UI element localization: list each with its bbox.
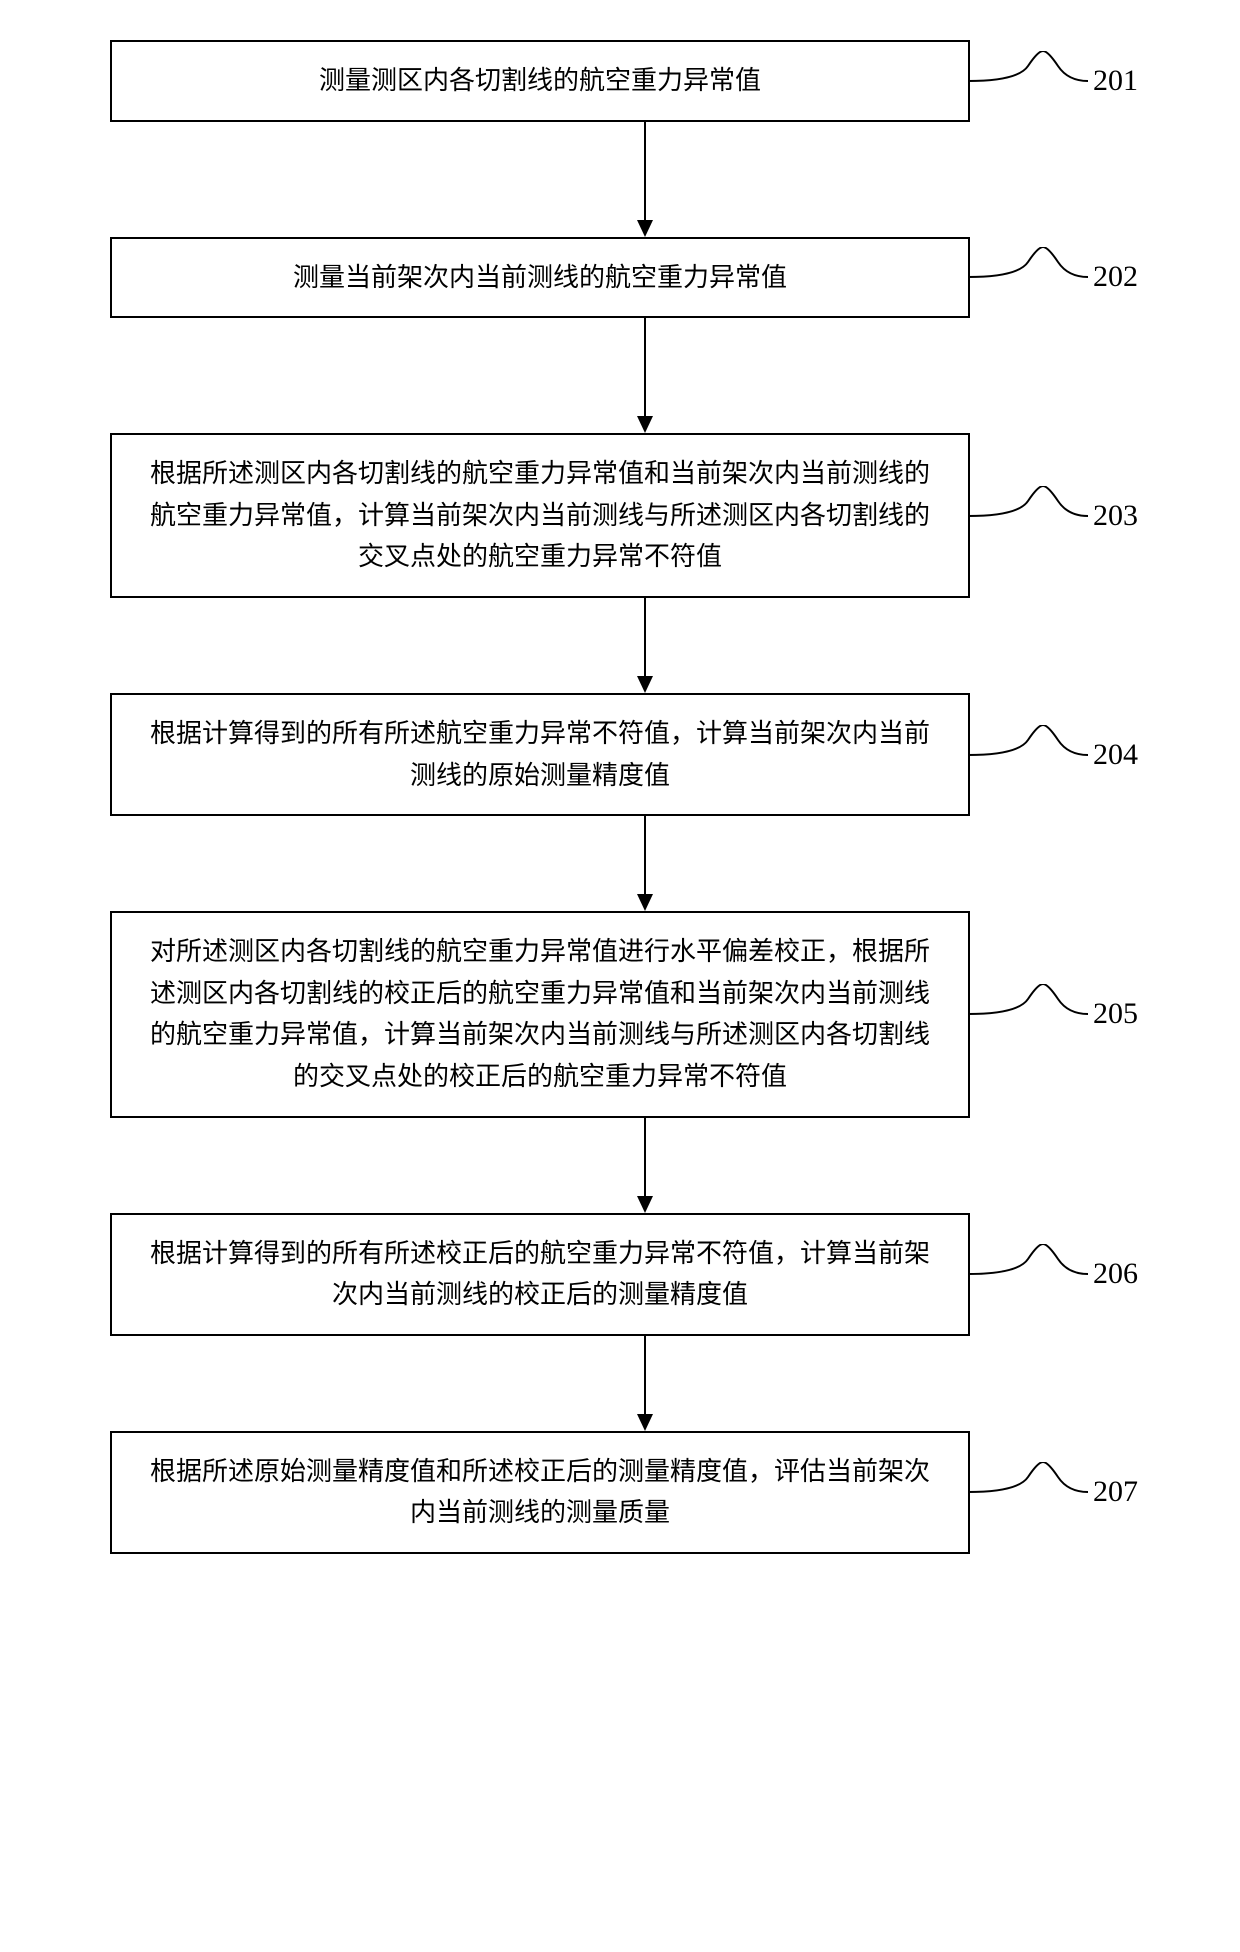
callout-206: 206 xyxy=(968,1244,1138,1304)
flowchart-container: 测量测区内各切割线的航空重力异常值 201 测量当前架次内当前测线的航空重力异常… xyxy=(60,40,1180,1554)
step-text: 根据计算得到的所有所述校正后的航空重力异常不符值，计算当前架次内当前测线的校正后… xyxy=(142,1233,938,1316)
arrow-205-206 xyxy=(215,1118,1075,1213)
callout-curve-icon xyxy=(968,984,1088,1044)
step-label: 202 xyxy=(1093,260,1138,294)
step-label: 207 xyxy=(1093,1475,1138,1509)
callout-204: 204 xyxy=(968,725,1138,785)
step-label: 203 xyxy=(1093,499,1138,533)
step-row-201: 测量测区内各切割线的航空重力异常值 201 xyxy=(60,40,1180,122)
callout-203: 203 xyxy=(968,486,1138,546)
callout-202: 202 xyxy=(968,247,1138,307)
step-box-206: 根据计算得到的所有所述校正后的航空重力异常不符值，计算当前架次内当前测线的校正后… xyxy=(110,1213,970,1336)
step-text: 测量当前架次内当前测线的航空重力异常值 xyxy=(293,257,787,299)
callout-curve-icon xyxy=(968,247,1088,307)
callout-205: 205 xyxy=(968,984,1138,1044)
arrow-down-icon xyxy=(630,1118,660,1213)
arrow-down-icon xyxy=(630,598,660,693)
arrow-204-205 xyxy=(215,816,1075,911)
step-text: 根据所述原始测量精度值和所述校正后的测量精度值，评估当前架次内当前测线的测量质量 xyxy=(142,1451,938,1534)
step-row-205: 对所述测区内各切割线的航空重力异常值进行水平偏差校正，根据所述测区内各切割线的校… xyxy=(60,911,1180,1117)
step-label: 201 xyxy=(1093,64,1138,98)
arrow-down-icon xyxy=(630,816,660,911)
callout-curve-icon xyxy=(968,1462,1088,1522)
step-box-207: 根据所述原始测量精度值和所述校正后的测量精度值，评估当前架次内当前测线的测量质量 xyxy=(110,1431,970,1554)
arrow-down-icon xyxy=(630,122,660,237)
callout-207: 207 xyxy=(968,1462,1138,1522)
step-box-201: 测量测区内各切割线的航空重力异常值 xyxy=(110,40,970,122)
step-text: 对所述测区内各切割线的航空重力异常值进行水平偏差校正，根据所述测区内各切割线的校… xyxy=(142,931,938,1097)
step-text: 测量测区内各切割线的航空重力异常值 xyxy=(319,60,761,102)
callout-201: 201 xyxy=(968,51,1138,111)
callout-curve-icon xyxy=(968,51,1088,111)
step-box-203: 根据所述测区内各切割线的航空重力异常值和当前架次内当前测线的航空重力异常值，计算… xyxy=(110,433,970,598)
arrow-202-203 xyxy=(215,318,1075,433)
arrow-down-icon xyxy=(630,1336,660,1431)
callout-curve-icon xyxy=(968,1244,1088,1304)
callout-curve-icon xyxy=(968,725,1088,785)
step-text: 根据计算得到的所有所述航空重力异常不符值，计算当前架次内当前测线的原始测量精度值 xyxy=(142,713,938,796)
step-box-205: 对所述测区内各切割线的航空重力异常值进行水平偏差校正，根据所述测区内各切割线的校… xyxy=(110,911,970,1117)
step-label: 204 xyxy=(1093,738,1138,772)
step-box-204: 根据计算得到的所有所述航空重力异常不符值，计算当前架次内当前测线的原始测量精度值 xyxy=(110,693,970,816)
step-box-202: 测量当前架次内当前测线的航空重力异常值 xyxy=(110,237,970,319)
arrow-206-207 xyxy=(215,1336,1075,1431)
step-row-204: 根据计算得到的所有所述航空重力异常不符值，计算当前架次内当前测线的原始测量精度值… xyxy=(60,693,1180,816)
step-label: 205 xyxy=(1093,997,1138,1031)
step-row-206: 根据计算得到的所有所述校正后的航空重力异常不符值，计算当前架次内当前测线的校正后… xyxy=(60,1213,1180,1336)
step-row-207: 根据所述原始测量精度值和所述校正后的测量精度值，评估当前架次内当前测线的测量质量… xyxy=(60,1431,1180,1554)
arrow-down-icon xyxy=(630,318,660,433)
step-row-202: 测量当前架次内当前测线的航空重力异常值 202 xyxy=(60,237,1180,319)
step-label: 206 xyxy=(1093,1257,1138,1291)
callout-curve-icon xyxy=(968,486,1088,546)
arrow-203-204 xyxy=(215,598,1075,693)
step-text: 根据所述测区内各切割线的航空重力异常值和当前架次内当前测线的航空重力异常值，计算… xyxy=(142,453,938,578)
step-row-203: 根据所述测区内各切割线的航空重力异常值和当前架次内当前测线的航空重力异常值，计算… xyxy=(60,433,1180,598)
arrow-201-202 xyxy=(215,122,1075,237)
